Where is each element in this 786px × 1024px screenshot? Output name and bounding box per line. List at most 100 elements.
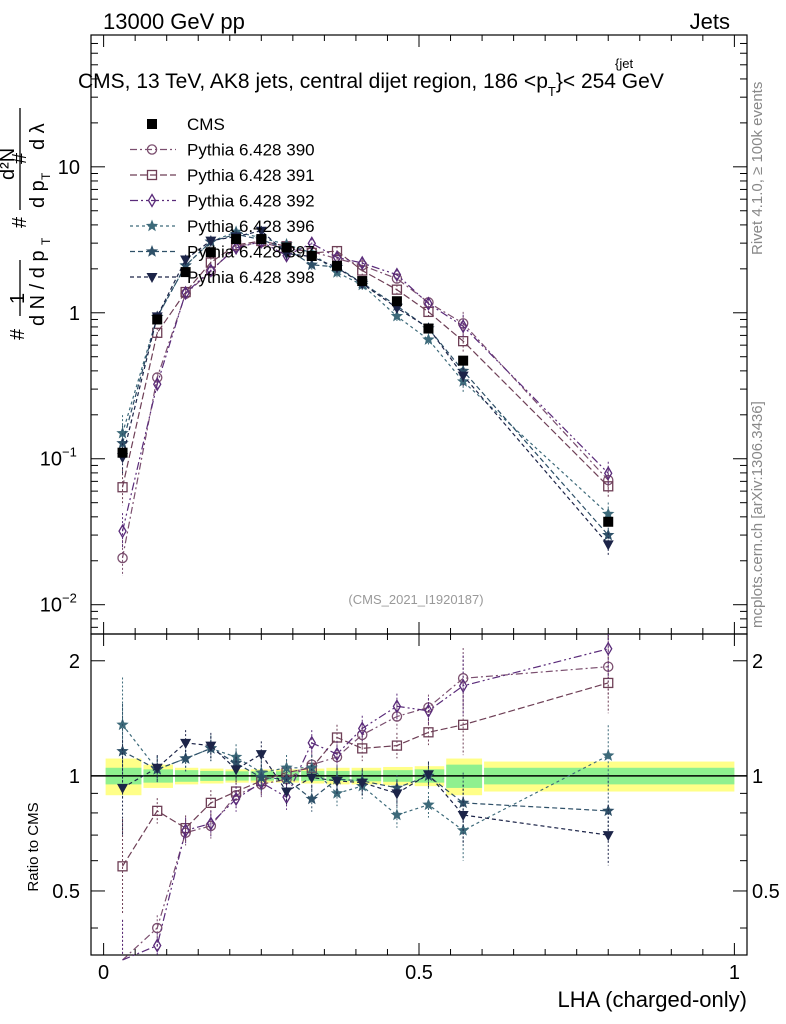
data-point: [255, 226, 267, 237]
svg-text:d²N: d²N: [0, 148, 19, 180]
cms-point: [332, 260, 342, 271]
data-point: [357, 265, 368, 276]
y-tick-label-exponent: −2: [62, 591, 77, 606]
data-point: [357, 255, 367, 271]
data-point: [305, 258, 318, 271]
ratio-point: [423, 727, 434, 738]
data-point: [180, 255, 192, 266]
data-point: [117, 482, 128, 493]
x-tick-label: 0.5: [405, 962, 433, 984]
ratio-point: [229, 750, 243, 763]
ratio-tick-label: 1: [69, 766, 80, 788]
watermark: (CMS_2021_I1920187): [348, 592, 483, 607]
ratio-point: [602, 831, 614, 842]
ratio-point: [391, 740, 403, 751]
svg-text:d p: d p: [27, 180, 49, 208]
svg-text:T: T: [39, 172, 53, 180]
data-point: [392, 267, 402, 282]
plot-title: CMS, 13 TeV, AK8 jets, central dijet reg…: [78, 70, 664, 99]
data-point: [602, 540, 614, 551]
data-point: [603, 465, 613, 481]
cms-point: [180, 267, 191, 278]
energy-label: 13000 GeV pp: [103, 9, 245, 34]
ratio-point: [602, 749, 615, 761]
ratio-point: [307, 735, 317, 751]
legend-label: Pythia 6.428 396: [187, 217, 315, 236]
ratio-point: [151, 922, 163, 934]
ratio-point: [152, 938, 162, 953]
legend-marker: [146, 169, 158, 181]
ratio-series-p390: [122, 636, 614, 961]
svg-text:1: 1: [7, 293, 29, 304]
ratio-point: [231, 791, 241, 807]
ratio-point: [205, 741, 217, 752]
svg-text:#: #: [7, 328, 29, 340]
cms-point: [117, 447, 128, 458]
data-point: [458, 318, 468, 334]
jets-label: Jets: [690, 9, 730, 34]
y-tick-label: 10: [58, 157, 80, 179]
ratio-series-line: [122, 742, 609, 836]
ratio-frame: [90, 633, 748, 956]
svg-text:d N / d p: d N / d p: [27, 250, 49, 326]
data-point: [422, 333, 435, 345]
ratio-point: [305, 792, 318, 805]
ratio-point: [457, 811, 469, 822]
svg-text:#: #: [9, 152, 31, 164]
ratio-series-line: [122, 648, 609, 961]
ratio-point: [255, 771, 268, 783]
ratio-tick-label: 1: [752, 766, 763, 788]
ratio-point: [390, 781, 404, 794]
ratio-point: [357, 721, 367, 736]
data-point: [424, 296, 433, 311]
legend-marker: [147, 119, 157, 129]
cms-point: [391, 296, 402, 307]
legend-item-p390: Pythia 6.428 390: [130, 141, 315, 160]
ratio-series-p392: [122, 634, 613, 961]
legend-marker: [146, 144, 158, 155]
svg-text:d λ: d λ: [27, 123, 49, 150]
data-point: [117, 552, 128, 564]
ratio-point: [305, 761, 318, 774]
data-point: [231, 240, 241, 256]
ratio-point: [180, 738, 192, 749]
ratio-point: [117, 783, 129, 794]
ratio-point: [117, 861, 128, 872]
data-point: [390, 309, 404, 322]
legend-label: Pythia 6.428 392: [187, 192, 315, 211]
rivet-label: Rivet 4.1.0, ≥ 100k events: [749, 82, 766, 255]
legend-item-p398: Pythia 6.428 398: [130, 268, 315, 287]
series-line: [121, 233, 609, 536]
ratio-point: [356, 778, 368, 789]
ratio-point: [331, 776, 343, 787]
ratio-point: [458, 719, 469, 730]
ratio-point: [356, 729, 368, 741]
legend-marker: [145, 245, 159, 257]
legend-marker: [145, 219, 159, 232]
ratio-point: [281, 787, 293, 798]
ratio-tick-label: 2: [752, 651, 763, 673]
data-point: [391, 303, 403, 314]
svg-text:#: #: [9, 216, 31, 228]
y-tick-label-exponent: −1: [62, 445, 77, 460]
legend-item-p397: Pythia 6.428 397: [130, 243, 315, 262]
ratio-point: [603, 641, 613, 657]
legend-label: Pythia 6.428 391: [187, 166, 315, 185]
cms-point: [205, 247, 216, 258]
mcplots-label: mcplots.cern.ch [arXiv:1306.3436]: [749, 401, 766, 628]
ratio-point: [332, 746, 342, 762]
ratio-point: [255, 750, 267, 761]
data-point: [116, 426, 129, 439]
cms-point: [423, 323, 434, 334]
legend-item-p391: Pythia 6.428 391: [130, 166, 315, 185]
series-line: [121, 241, 609, 559]
cms-point: [231, 234, 242, 245]
x-tick-label: 0: [98, 962, 109, 984]
x-axis-label: LHA (charged-only): [557, 987, 747, 1012]
ratio-point: [306, 773, 318, 784]
legend-marker: [146, 273, 158, 283]
ratio-tick-label: 0.5: [752, 881, 780, 903]
ratio-point: [116, 744, 129, 757]
cms-point: [603, 516, 614, 527]
